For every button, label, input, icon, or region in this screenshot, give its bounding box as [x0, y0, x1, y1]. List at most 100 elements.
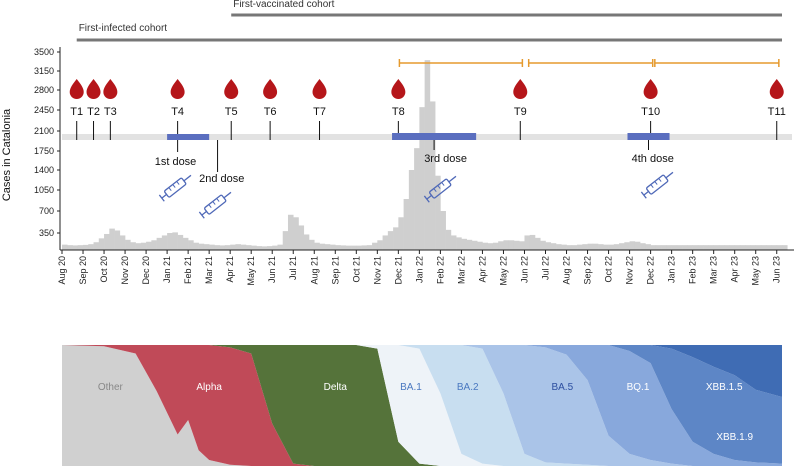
sampling-label: T11 — [768, 106, 786, 118]
syringe-needle — [448, 175, 457, 183]
case-bar — [309, 239, 315, 250]
case-bar — [687, 245, 693, 250]
case-bar — [461, 238, 467, 250]
case-bar — [524, 235, 531, 250]
case-bar — [755, 245, 762, 250]
syringe-plunger — [201, 210, 207, 216]
case-bar — [776, 245, 783, 250]
syringe-mark — [650, 184, 654, 189]
case-bar — [182, 237, 189, 250]
case-bar — [156, 237, 163, 250]
case-bar — [545, 242, 552, 250]
case-bar — [566, 245, 573, 250]
case-bar — [766, 245, 772, 250]
case-bar — [109, 228, 115, 250]
syringe-handle — [640, 191, 647, 199]
blood-drop-icon — [263, 79, 278, 99]
case-bar — [624, 242, 630, 250]
blood-drop-icon — [103, 79, 118, 99]
x-tick-label: Mar 23 — [709, 256, 719, 284]
case-bar — [676, 245, 683, 250]
case-bar — [629, 241, 636, 250]
case-bar — [203, 244, 210, 250]
syringe-plunger — [426, 194, 432, 200]
case-bar — [477, 241, 483, 250]
case-bar — [534, 237, 541, 250]
x-tick-label: Nov 21 — [372, 256, 382, 285]
case-bar — [382, 235, 389, 250]
case-bar — [745, 245, 751, 250]
blood-drop-icon — [224, 79, 239, 99]
case-bar — [450, 235, 457, 250]
syringe-plunger — [643, 190, 649, 196]
case-bar — [603, 244, 609, 250]
x-tick-label: Dec 22 — [646, 256, 656, 285]
case-bar — [692, 245, 699, 250]
case-bar — [282, 231, 289, 250]
case-bar — [661, 245, 667, 250]
syringe-icon — [640, 171, 674, 199]
case-bar — [330, 244, 336, 250]
case-bar — [245, 245, 252, 250]
variant-area-alpha — [62, 345, 782, 466]
case-bar — [771, 245, 778, 250]
variant-label: BA.1 — [400, 382, 422, 393]
case-bar — [104, 233, 110, 250]
case-bar — [414, 148, 420, 250]
syringe-mark — [216, 198, 220, 202]
syringe-mark — [212, 201, 216, 205]
x-tick-label: May 21 — [246, 256, 256, 286]
case-bar — [340, 245, 347, 250]
syringe-icon — [158, 174, 192, 202]
case-bar — [93, 242, 100, 250]
case-bar — [671, 245, 678, 250]
case-bar — [503, 240, 510, 250]
case-bar — [324, 244, 331, 250]
sampling-label: T6 — [264, 106, 277, 118]
syringe-needle — [665, 171, 674, 179]
x-tick-label: Jan 21 — [162, 256, 172, 283]
case-bar — [608, 244, 615, 250]
x-tick-label: Mar 21 — [204, 256, 214, 284]
case-bar — [198, 243, 205, 250]
case-bar — [592, 243, 599, 250]
variant-area-xbb19 — [62, 345, 782, 398]
y-tick-label: 1750 — [34, 146, 54, 156]
blood-drop-icon — [170, 79, 185, 99]
case-bar — [303, 234, 310, 250]
case-bar — [387, 231, 394, 250]
x-tick-label: Jul 21 — [288, 256, 298, 280]
variant-area-ba5 — [62, 345, 782, 466]
case-bar — [235, 244, 241, 250]
x-tick-label: Aug 20 — [57, 256, 67, 285]
cohort-lines: First-infected cohort First-vaccinated co… — [76, 0, 782, 42]
sampling-label: T4 — [171, 106, 184, 118]
x-tick-label: Dec 21 — [393, 256, 403, 285]
case-bar — [119, 235, 126, 250]
x-tick-label: Oct 22 — [604, 256, 614, 283]
blood-drop-icon — [643, 79, 658, 99]
axes: 350 700 1050 1400 1750 2100 2450 2800 3150 3500 Au… — [34, 47, 794, 286]
x-tick-label: Sep 21 — [330, 256, 340, 285]
x-tick-label: Nov 22 — [625, 256, 635, 285]
sampling-label: T9 — [514, 106, 527, 118]
case-bar — [146, 241, 152, 250]
y-tick-label: 2800 — [34, 85, 54, 95]
blood-drop-icon — [769, 79, 784, 99]
case-bar — [398, 217, 404, 250]
case-bar — [445, 229, 452, 250]
case-bar — [419, 107, 425, 251]
case-bar — [214, 245, 220, 250]
case-bar — [140, 242, 147, 250]
case-bar — [230, 244, 236, 250]
case-bar — [272, 245, 278, 250]
y-tick-label: 3500 — [34, 47, 54, 57]
case-bar — [718, 245, 725, 250]
syringe-icon — [198, 191, 232, 219]
dose-bar — [392, 133, 477, 140]
case-bar — [98, 238, 105, 250]
case-bar — [556, 244, 562, 250]
x-tick-label: Dec 20 — [141, 256, 151, 285]
case-bar — [708, 245, 714, 250]
sampling-label: T5 — [225, 106, 238, 118]
